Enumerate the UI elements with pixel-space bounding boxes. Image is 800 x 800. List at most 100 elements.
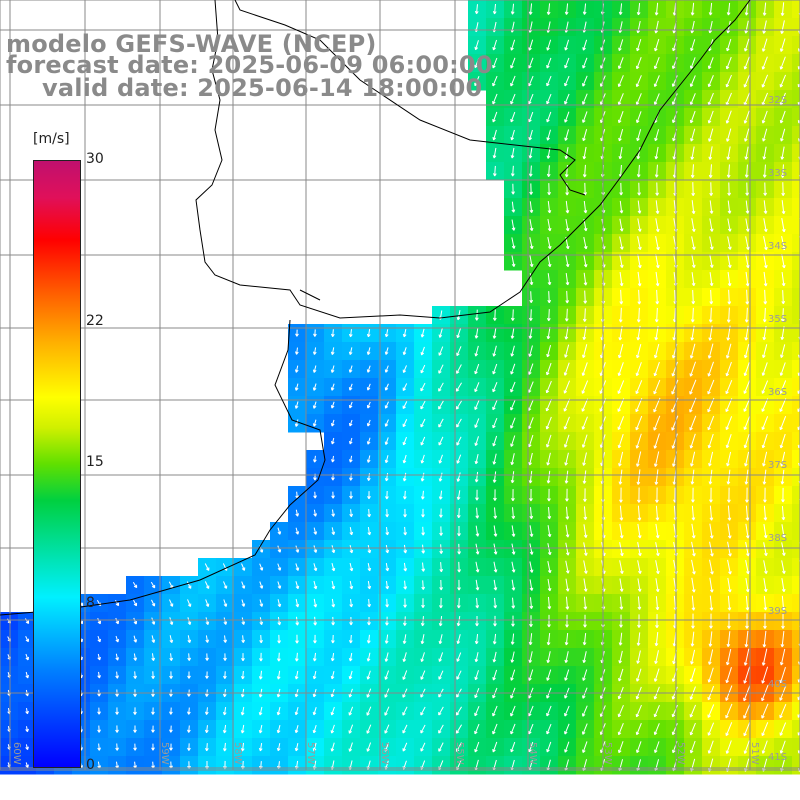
wind-arrow [402, 616, 407, 626]
wind-arrow [313, 545, 318, 553]
wind-arrow [655, 505, 660, 521]
wind-arrow [492, 327, 497, 339]
wind-arrow [330, 383, 335, 391]
wind-arrow [707, 433, 714, 449]
wind-arrow [151, 671, 155, 679]
longitude-label: 55W [454, 742, 465, 765]
wind-cell [792, 576, 800, 595]
wind-arrow [528, 723, 534, 735]
wind-arrow [763, 613, 767, 629]
wind-arrow [510, 39, 516, 51]
wind-arrow [654, 632, 659, 647]
wind-arrow [25, 762, 29, 768]
wind-arrow [636, 146, 641, 160]
wind-arrow [475, 616, 479, 627]
wind-arrow [655, 236, 660, 251]
wind-arrow [204, 581, 210, 589]
wind-arrow [725, 740, 732, 754]
wind-arrow [745, 254, 750, 269]
wind-arrow [654, 20, 659, 34]
wind-arrow [492, 453, 497, 465]
wind-arrow [654, 469, 659, 485]
wind-arrow [348, 724, 354, 734]
wind-arrow [402, 383, 408, 391]
wind-arrow [583, 488, 587, 502]
wind-arrow [582, 470, 587, 484]
wind-arrow [637, 182, 642, 196]
wind-arrow [492, 705, 498, 717]
wind-arrow [618, 469, 623, 485]
wind-arrow [511, 597, 516, 609]
wind-arrow [707, 740, 714, 754]
latitude-label: 38S [768, 533, 787, 544]
wind-arrow [312, 707, 317, 716]
wind-arrow [420, 328, 425, 338]
wind-arrow [709, 236, 714, 250]
wind-arrow [349, 562, 354, 572]
wind-arrow [384, 670, 390, 680]
wind-arrow [492, 741, 498, 753]
wind-arrow [762, 2, 767, 16]
wind-arrow [384, 455, 389, 464]
wind-arrow [438, 400, 444, 410]
wind-arrow [510, 435, 516, 447]
wind-arrow [689, 415, 697, 431]
wind-arrow [546, 165, 551, 178]
wind-arrow [707, 75, 714, 88]
wind-arrow [97, 617, 101, 625]
wind-arrow [510, 669, 516, 681]
wind-arrow [617, 380, 625, 394]
wind-arrow [511, 489, 515, 502]
wind-arrow [402, 670, 408, 680]
wind-arrow [761, 416, 769, 431]
wind-arrow [546, 344, 552, 358]
wind-arrow [636, 451, 642, 467]
wind-arrow [635, 668, 642, 682]
wind-arrow [205, 635, 210, 643]
wind-arrow [726, 307, 731, 323]
wind-arrow [546, 669, 552, 681]
wind-arrow [671, 723, 678, 736]
wind-arrow [761, 740, 768, 754]
wind-arrow [24, 618, 30, 624]
wind-arrow [689, 722, 696, 736]
wind-arrow [637, 254, 642, 269]
wind-arrow [348, 437, 353, 445]
wind-arrow [421, 580, 426, 590]
wind-arrow [691, 200, 696, 215]
wind-arrow [223, 671, 227, 679]
wind-arrow [689, 740, 696, 754]
wind-arrow [619, 182, 623, 196]
wind-arrow [151, 617, 156, 625]
wind-arrow [402, 329, 407, 338]
wind-arrow [492, 165, 497, 177]
wind-arrow [671, 415, 679, 431]
wind-arrow [385, 562, 390, 572]
wind-arrow [367, 544, 372, 554]
wind-arrow [617, 723, 624, 736]
wind-arrow [384, 437, 389, 445]
wind-arrow [727, 487, 731, 503]
wind-arrow [456, 508, 461, 519]
wind-arrow [708, 469, 713, 485]
wind-arrow [635, 75, 642, 88]
wind-arrow [529, 489, 533, 502]
wind-arrow [385, 616, 389, 626]
wind-cell [792, 594, 800, 613]
wind-cell [792, 630, 800, 649]
wind-arrow [456, 652, 462, 662]
colorbar-tick-label: 8 [86, 595, 95, 612]
wind-arrow [725, 434, 732, 449]
wind-arrow [763, 595, 768, 611]
wind-arrow [367, 526, 372, 536]
wind-arrow [691, 541, 696, 557]
wind-arrow [546, 39, 552, 51]
wind-arrow [581, 93, 588, 105]
wind-arrow [133, 725, 137, 733]
wind-arrow [312, 383, 317, 391]
wind-cell [792, 522, 800, 541]
wind-arrow [259, 563, 264, 571]
wind-arrow [295, 545, 300, 553]
wind-arrow [529, 237, 534, 250]
wind-arrow [743, 703, 751, 719]
